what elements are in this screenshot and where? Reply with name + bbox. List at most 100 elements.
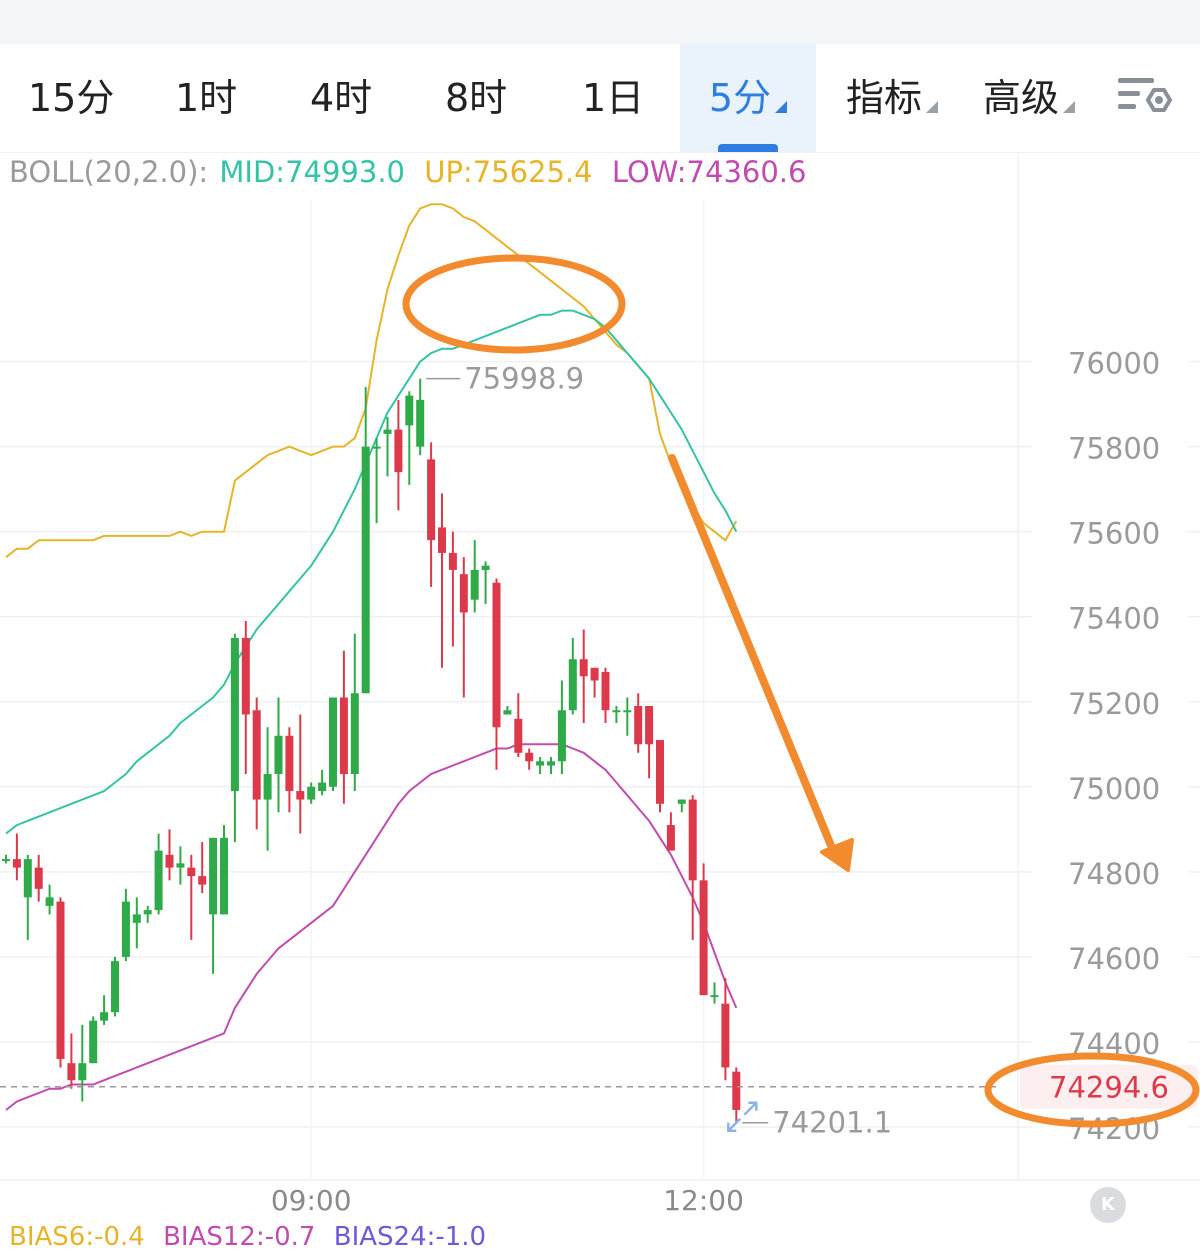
candle-body	[634, 706, 643, 745]
candle-body	[165, 854, 174, 868]
tab-label: 1日	[582, 76, 645, 120]
candle-body	[677, 799, 686, 804]
candle-body	[547, 761, 555, 766]
candle-body	[438, 527, 446, 553]
y-tick-label: 75000	[1068, 772, 1160, 806]
dropdown-caret-icon	[775, 101, 788, 113]
candle-body	[623, 710, 632, 713]
candle-body	[318, 782, 327, 792]
tab-6[interactable]: 5分	[680, 44, 816, 152]
chart-settings-icon[interactable]	[1114, 74, 1174, 124]
boll-mid-value: MID:74993.0	[219, 155, 405, 189]
tab-5[interactable]: 1日	[582, 44, 662, 152]
candle-body	[503, 710, 512, 715]
annotation-arrow-head	[820, 838, 854, 872]
boll-low-value: LOW:74360.6	[611, 155, 807, 189]
candle-body	[721, 1003, 730, 1068]
candle-body	[132, 914, 141, 923]
current-price-badge	[1020, 1064, 1198, 1109]
bias6-value: BIAS6:-0.4	[9, 1222, 145, 1252]
candle-body	[536, 761, 545, 766]
candle-body	[612, 710, 621, 713]
candle-body	[656, 740, 664, 804]
k-icon[interactable]: K	[1090, 1187, 1126, 1223]
boll-up-value: UP:75625.4	[424, 155, 593, 189]
y-tick-label: 75800	[1068, 432, 1160, 466]
bias24-value: BIAS24:-1.0	[333, 1222, 487, 1252]
tab-label: 1时	[175, 76, 238, 120]
candle-body	[56, 901, 65, 1059]
candle-body	[220, 837, 228, 915]
low-marker-label: 74201.1	[772, 1106, 892, 1140]
candle-body	[525, 752, 534, 762]
candle-body	[263, 774, 272, 800]
candle-body	[100, 1012, 109, 1021]
candle-body	[459, 574, 468, 613]
expand-icon[interactable]	[727, 1101, 758, 1132]
candle-body	[416, 399, 425, 447]
candle-body	[394, 429, 403, 473]
x-tick-label: 09:00	[271, 1184, 352, 1217]
candle-body	[557, 710, 566, 762]
candle-body	[329, 697, 337, 787]
candle-body	[732, 1071, 741, 1110]
candle-body	[710, 995, 719, 998]
candle-body	[230, 637, 239, 792]
tab-4[interactable]: 8时	[445, 44, 525, 152]
top-band	[0, 0, 1200, 44]
candle-body	[645, 706, 654, 745]
candle-body	[45, 897, 54, 906]
candle-body	[383, 429, 392, 434]
y-tick-label: 75200	[1068, 687, 1160, 721]
candle-body	[601, 671, 610, 711]
current-price-label: 74294.6	[1049, 1071, 1169, 1105]
x-tick-label: 12:00	[663, 1184, 744, 1217]
annotation-arrow-shaft	[668, 454, 836, 852]
candle-body	[121, 901, 130, 957]
boll-upper-line	[5, 203, 738, 558]
candle-body	[699, 880, 708, 996]
y-tick-label: 75400	[1068, 602, 1160, 636]
candle-body	[154, 850, 163, 911]
tab-label: 5分	[708, 76, 772, 120]
tab-3[interactable]: 4时	[310, 44, 390, 152]
candle-body	[241, 637, 250, 715]
y-tick-label: 76000	[1068, 347, 1160, 381]
candle-body	[274, 735, 283, 775]
candle-body	[514, 718, 523, 753]
tab-8[interactable]: 高级	[983, 44, 1083, 152]
y-tick-label: 74800	[1068, 857, 1160, 891]
tab-label: 高级	[983, 76, 1060, 120]
candle-body	[285, 735, 294, 792]
boll-lower-line	[5, 743, 738, 1111]
candle-body	[198, 876, 207, 885]
y-tick-label: 74600	[1068, 942, 1160, 976]
tab-label: 15分	[28, 76, 115, 120]
tab-label: 8时	[445, 76, 508, 120]
tab-2[interactable]: 1时	[175, 44, 255, 152]
candle-body	[372, 446, 381, 449]
high-marker-label: 75998.9	[464, 362, 584, 396]
tab-1[interactable]: 15分	[28, 44, 128, 152]
boll-prefix: BOLL(20,2.0):	[9, 155, 209, 189]
tab-label: 4时	[310, 76, 373, 120]
boll-middle-line	[5, 309, 738, 835]
candle-body	[143, 910, 152, 915]
candle-body	[187, 867, 196, 877]
candle-body	[568, 659, 577, 711]
candle-body	[470, 569, 479, 600]
boll-indicator-readout: BOLL(20,2.0): MID:74993.0 UP:75625.4 LOW…	[9, 155, 816, 189]
tab-7[interactable]: 指标	[846, 44, 946, 152]
candle-body	[209, 837, 218, 915]
candle-body	[492, 582, 501, 728]
candle-body	[78, 1063, 87, 1081]
candle-body	[481, 565, 490, 570]
candle-body	[176, 863, 185, 868]
dropdown-caret-icon	[1063, 101, 1076, 113]
candle-body	[350, 693, 359, 775]
y-tick-label: 75600	[1068, 517, 1160, 551]
annotation-ellipse-high	[402, 254, 626, 354]
bias-indicator-readout: BIAS6:-0.4 BIAS12:-0.7 BIAS24:-1.0	[9, 1222, 496, 1252]
candle-body	[252, 710, 261, 800]
